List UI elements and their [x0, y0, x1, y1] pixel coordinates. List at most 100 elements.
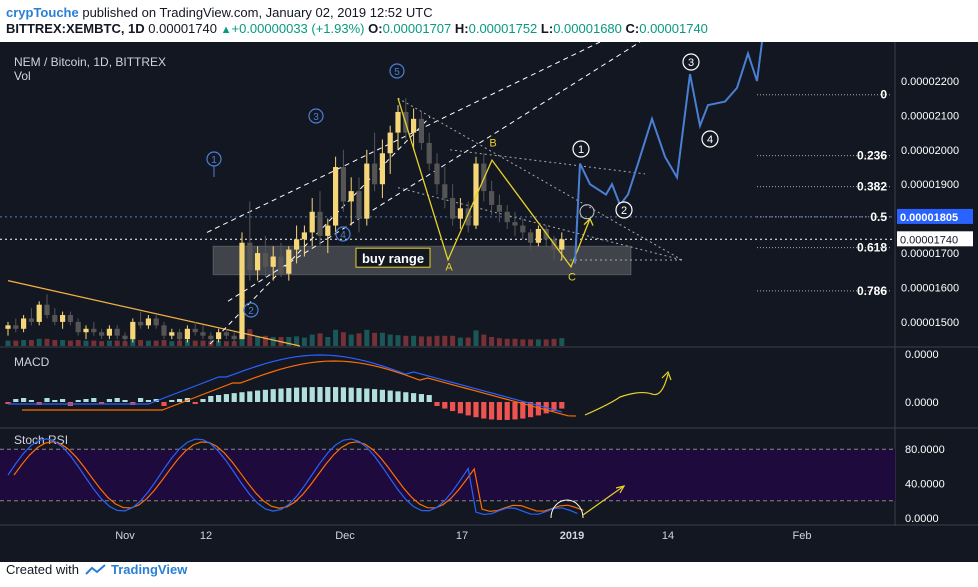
candle-body	[44, 304, 50, 316]
rsi-axis-label: 40.0000	[905, 479, 945, 491]
macd-histogram-bar	[372, 389, 378, 402]
price-tag-last-label: 0.00001740	[900, 234, 958, 246]
price-tag-last-bg	[897, 231, 973, 247]
wave-marker-left: 4	[335, 226, 351, 242]
volume-bar	[99, 341, 105, 346]
macd-histogram-bar	[208, 396, 214, 402]
macd-histogram-bar	[418, 394, 424, 402]
volume-bar	[520, 339, 526, 346]
macd-histogram-bar	[551, 402, 557, 412]
volume-bar	[411, 335, 417, 346]
low-value: 0.00001680	[553, 21, 622, 36]
macd-histogram-bar	[177, 399, 183, 402]
macd-histogram-bar	[122, 400, 128, 402]
candle-body	[309, 211, 315, 233]
price-axis-label: 0.00001600	[901, 282, 959, 294]
candle-body	[36, 304, 42, 322]
candle-body	[535, 228, 541, 243]
macd-histogram-bar	[138, 398, 144, 402]
rsi-axis-label: 0.0000	[905, 513, 939, 525]
macd-histogram-bar	[13, 399, 19, 402]
candle-body	[52, 315, 58, 322]
candle-body	[75, 321, 81, 333]
macd-histogram-bar	[387, 390, 393, 402]
volume-bar	[138, 340, 144, 346]
close-value: 0.00001740	[639, 21, 708, 36]
date-axis-label: Dec	[335, 530, 355, 542]
candle-body	[177, 332, 183, 340]
volume-bar	[442, 335, 448, 346]
volume-bar	[223, 341, 229, 346]
wave-marker-right: 1	[572, 140, 590, 158]
macd-histogram-bar	[278, 388, 284, 402]
candle-body	[138, 321, 144, 326]
volume-bar	[106, 340, 112, 346]
candle-body	[60, 315, 66, 322]
volume-bar	[200, 340, 206, 346]
stoch-rsi-k-line	[7, 438, 578, 516]
wave-number-label: 2	[248, 306, 254, 317]
volume-bar	[60, 340, 66, 346]
macd-histogram-bar	[457, 402, 463, 414]
symbol-info: BITTREX:XEMBTC, 1D 0.00001740 ▲+0.000000…	[6, 21, 708, 36]
wave-marker-right: 3	[682, 53, 700, 71]
candle-body	[239, 242, 245, 340]
macd-histogram-bar	[161, 402, 167, 406]
candle-body	[21, 318, 27, 329]
rsi-circle-icon	[550, 499, 584, 519]
volume-bar	[83, 340, 89, 346]
volume-bar	[91, 340, 97, 346]
candle-body	[496, 204, 502, 212]
macd-axis-label: 0.0000	[905, 349, 939, 361]
macd-histogram-bar	[450, 402, 456, 412]
candle-body	[457, 208, 463, 219]
candle-body	[145, 318, 151, 326]
wave-number-label: 3	[688, 57, 694, 69]
macd-histogram-bar	[333, 387, 339, 402]
macd-line	[8, 354, 562, 413]
buy-range-label: buy range	[362, 251, 424, 266]
up-arrow-icon: ▲	[220, 24, 232, 36]
macd-histogram-bar	[83, 399, 89, 402]
volume-bar	[52, 340, 58, 346]
volume-bar	[340, 332, 346, 346]
stoch-rsi-band	[0, 449, 895, 501]
author-link[interactable]: crypTouche	[6, 5, 79, 20]
candle-body	[161, 325, 167, 336]
wave-number-label: 3	[313, 112, 319, 123]
chart-canvas[interactable]: 0.00002200 0.00002100 0.00002000 0.00001900…	[0, 42, 978, 562]
price-axis-label: 0.00002200	[901, 76, 959, 88]
volume-bar	[5, 340, 11, 346]
volume-bar	[512, 338, 518, 346]
volume-bar	[418, 336, 424, 346]
channel-lower-line	[209, 116, 431, 345]
wave-circle-icon	[572, 140, 590, 158]
date-axis-label: 12	[200, 530, 212, 542]
candle-body	[348, 191, 354, 202]
wave-circle-icon	[389, 63, 405, 79]
macd-histogram-bar	[426, 395, 432, 402]
macd-signal-line	[22, 360, 576, 417]
macd-histogram-bar	[75, 400, 81, 402]
candle-body	[255, 253, 261, 271]
wave-number-label: 4	[340, 230, 346, 241]
abc-wave-label: C	[568, 272, 576, 284]
candle-body	[465, 208, 471, 226]
tradingview-brand[interactable]: TradingView	[110, 562, 188, 577]
volume-bar	[184, 340, 190, 346]
date-axis-label: 14	[662, 530, 674, 542]
volume-bar	[255, 337, 261, 346]
candle-body	[559, 239, 565, 250]
macd-histogram-bar	[60, 399, 66, 402]
volume-bar	[364, 329, 370, 346]
candle-body	[231, 335, 237, 340]
volume-bar	[262, 335, 268, 346]
candle-body	[169, 332, 175, 336]
volume-bar	[403, 335, 409, 346]
footer: Created with TradingView	[6, 562, 187, 577]
candle-body	[247, 242, 253, 271]
volume-bar	[426, 336, 432, 346]
macd-histogram-bar	[504, 402, 510, 420]
date-axis-label: Nov	[115, 530, 135, 542]
candle-body	[83, 328, 89, 333]
